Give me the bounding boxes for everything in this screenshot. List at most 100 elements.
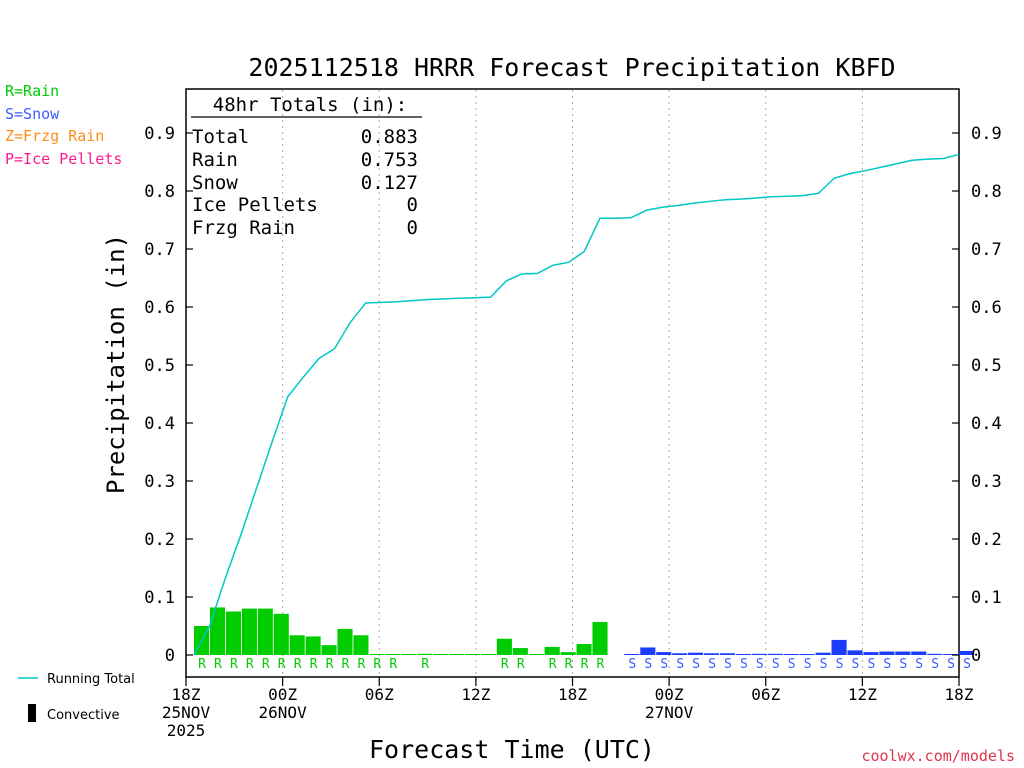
y-tick-label-right: 0.1 (971, 588, 1002, 608)
precip-bar-2 (225, 611, 241, 655)
y-tick-label-left: 0.6 (144, 298, 175, 318)
precip-type-24: R (581, 657, 589, 672)
totals-value-total: 0.883 (361, 126, 418, 148)
precip-bar-23 (560, 652, 576, 655)
precip-bar-39 (815, 652, 831, 655)
precip-bar-44 (895, 651, 911, 655)
y-tick-label-right: 0.6 (971, 298, 1002, 318)
x-tick-label: 06Z (365, 685, 394, 704)
precip-bar-24 (576, 643, 592, 655)
x-tick-label: 26NOV (259, 703, 308, 722)
precip-bar-32 (704, 653, 720, 655)
precip-type-32: S (708, 657, 716, 672)
precip-bar-41 (847, 650, 863, 655)
precip-bar-7 (305, 636, 321, 655)
precip-type-37: S (788, 657, 796, 672)
precip-type-35: S (756, 657, 764, 672)
precip-bar-5 (273, 613, 289, 655)
y-tick-label-left: 0 (165, 646, 175, 666)
legend-ice-pellets: P=Ice Pellets (5, 150, 122, 168)
y-tick-label-left: 0.9 (144, 124, 175, 144)
running-total-line (193, 153, 960, 656)
totals-value-snow: 0.127 (361, 172, 418, 194)
precip-type-29: S (660, 657, 668, 672)
precip-bar-22 (544, 646, 560, 655)
y-tick-label-right: 0.9 (971, 124, 1002, 144)
y-tick-label-left: 0.5 (144, 356, 175, 376)
precip-bar-13 (401, 654, 417, 655)
precip-type-39: S (820, 657, 828, 672)
precip-type-43: S (883, 657, 891, 672)
precip-type-28: S (644, 657, 652, 672)
precip-type-5: R (278, 657, 286, 672)
precip-bar-9 (337, 628, 353, 655)
legend-snow: S=Snow (5, 105, 60, 123)
precip-bar-19 (496, 638, 512, 655)
precip-type-10: R (357, 657, 365, 672)
x-tick-label: 00Z (655, 685, 684, 704)
convective-swatch (28, 704, 36, 722)
precip-bar-18 (480, 654, 496, 655)
precip-type-1: R (214, 657, 222, 672)
grid-layer (282, 90, 863, 676)
totals-label-total: Total (192, 126, 249, 148)
precip-bar-25 (592, 621, 608, 655)
y-tick-label-right: 0.4 (971, 414, 1002, 434)
y-tick-label-left: 0.1 (144, 588, 175, 608)
precip-bar-3 (241, 608, 257, 655)
precip-type-33: S (724, 657, 732, 672)
precip-bar-20 (512, 648, 528, 655)
y-tick-label-left: 0.8 (144, 182, 175, 202)
x-tick-label: 00Z (268, 685, 297, 704)
precip-type-7: R (310, 657, 318, 672)
precip-type-48: S (963, 657, 971, 672)
x-tick-label: 18Z (945, 685, 974, 704)
precip-type-30: S (676, 657, 684, 672)
precip-bar-14 (417, 653, 433, 655)
precip-type-8: R (326, 657, 334, 672)
bars-layer (194, 607, 975, 655)
precip-type-23: R (565, 657, 573, 672)
precip-type-19: R (501, 657, 509, 672)
precip-type-legend: R=Rain S=Snow Z=Frzg Rain P=Ice Pellets (5, 82, 122, 168)
precip-bar-38 (799, 654, 815, 655)
precip-bar-21 (528, 654, 544, 655)
precip-bar-34 (735, 654, 752, 655)
precip-type-3: R (246, 657, 254, 672)
precip-type-12: R (389, 657, 397, 672)
precip-type-6: R (294, 657, 302, 672)
x-tick-label: 06Z (751, 685, 780, 704)
precip-type-36: S (772, 657, 780, 672)
precip-type-14: R (421, 657, 429, 672)
x-axis-label: Forecast Time (UTC) (369, 735, 655, 764)
precip-type-27: S (628, 657, 636, 672)
precip-type-41: S (852, 657, 860, 672)
precip-bar-10 (353, 635, 369, 655)
precip-bar-46 (927, 653, 943, 655)
precip-type-9: R (342, 657, 350, 672)
x-tick-label: 12Z (848, 685, 877, 704)
precip-type-40: S (836, 657, 844, 672)
totals-heading: 48hr Totals (in): (213, 94, 407, 116)
precip-bar-4 (257, 608, 273, 655)
running-total-label: Running Total (47, 672, 135, 687)
y-tick-label-right: 0.2 (971, 530, 1002, 550)
precip-type-34: S (740, 657, 748, 672)
convective-label: Convective (47, 708, 120, 723)
precip-bar-16 (449, 654, 465, 655)
x-tick-label: 27NOV (645, 703, 694, 722)
totals-value-frzg-rain: 0 (407, 217, 418, 239)
precip-bar-43 (879, 651, 895, 655)
precip-type-38: S (804, 657, 812, 672)
y-tick-label-right: 0 (971, 646, 981, 666)
y-tick-label-right: 0.8 (971, 182, 1002, 202)
x-tick-label: 2025 (167, 721, 206, 740)
totals-value-rain: 0.753 (361, 149, 418, 171)
precip-type-22: R (549, 657, 557, 672)
precip-type-20: R (517, 657, 525, 672)
totals-label-ice-pellets: Ice Pellets (192, 194, 318, 216)
y-tick-label-right: 0.3 (971, 472, 1002, 492)
precip-bar-40 (831, 639, 847, 655)
